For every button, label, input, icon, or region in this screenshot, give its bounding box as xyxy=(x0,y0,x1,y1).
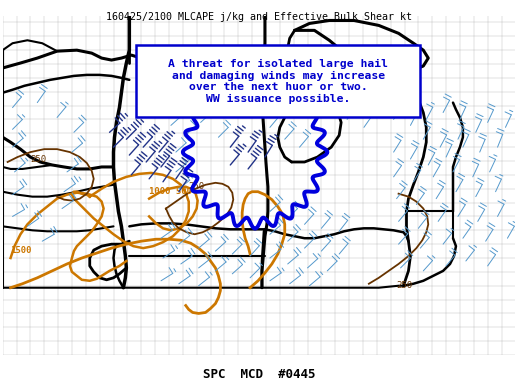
FancyBboxPatch shape xyxy=(136,45,420,118)
Text: 160425/2100 MLCAPE j/kg and Effective Bulk Shear kt: 160425/2100 MLCAPE j/kg and Effective Bu… xyxy=(106,12,412,23)
Text: SPC  MCD  #0445: SPC MCD #0445 xyxy=(203,368,315,381)
Text: 250: 250 xyxy=(31,155,47,164)
Text: 250: 250 xyxy=(397,281,413,290)
Text: A threat for isolated large hail
and damaging winds may increase
over the next h: A threat for isolated large hail and dam… xyxy=(168,59,388,104)
Text: 1000 500: 1000 500 xyxy=(149,187,192,196)
Text: 1500: 1500 xyxy=(10,246,32,255)
Text: 250: 250 xyxy=(189,182,205,191)
